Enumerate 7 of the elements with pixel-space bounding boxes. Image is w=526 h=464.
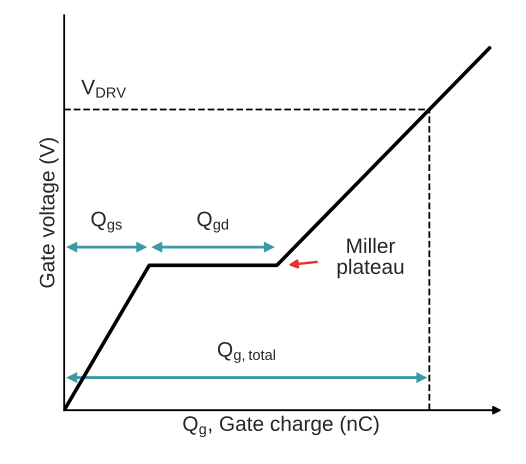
ref-line-label: V$_{DRV}$ [81, 80, 126, 98]
annotation: Miller plateau [338, 238, 404, 278]
y-axis-title: Gate voltage (V) [39, 138, 59, 288]
x-axis-title: Q$_{g}$, Gate charge (nC) [183, 416, 379, 438]
annotation: Q$_{g,total}$ [218, 342, 275, 363]
annotation: Q$_{gs}$ [91, 212, 122, 232]
annotation: Q$_{gd}$ [197, 212, 228, 232]
